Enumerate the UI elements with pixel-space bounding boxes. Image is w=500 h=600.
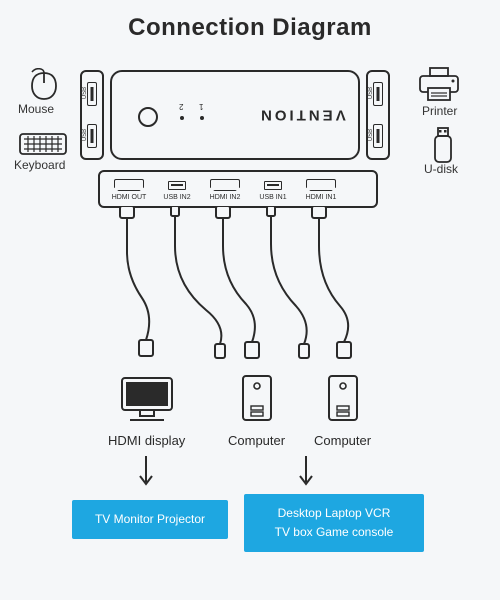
- usb-port-right-2-label: USB: [368, 129, 374, 141]
- device-top-view: 2 1 VENTION: [110, 70, 360, 160]
- port-usb-in2: [168, 181, 186, 190]
- port-hdmi-in1: [306, 179, 336, 191]
- port-usb-in1-label: USB IN1: [259, 194, 286, 201]
- printer-icon: [416, 66, 462, 109]
- diagram-stage: Mouse Keyboard Printer U-disk: [0, 0, 500, 600]
- usb-panel-right: USB USB: [366, 70, 390, 160]
- computer-options-box: Desktop Laptop VCR TV box Game console: [244, 494, 424, 552]
- select-button: [138, 107, 158, 127]
- brand-label: VENTION: [258, 107, 346, 124]
- display-options-text: TV Monitor Projector: [95, 512, 205, 526]
- port-hdmi-in1-label: HDMI IN1: [306, 194, 337, 201]
- arrow-display-icon: [136, 454, 156, 490]
- port-usb-in1: [264, 181, 282, 190]
- computer-options-line2: TV box Game console: [275, 525, 394, 539]
- computer-2-device: Computer: [314, 372, 371, 448]
- usb-port-left-1-label: USB: [82, 87, 88, 99]
- usb-port-left-1: [87, 82, 97, 106]
- usb-port-right-2: [373, 124, 383, 148]
- usb-port-right-1: [373, 82, 383, 106]
- hdmi-display-device: HDMI display: [108, 372, 185, 448]
- led-1-num: 1: [199, 102, 203, 111]
- usb-port-left-2: [87, 124, 97, 148]
- udisk-label: U-disk: [424, 162, 458, 176]
- led-1-dot: [200, 116, 204, 120]
- usb-panel-left: USB USB: [80, 70, 104, 160]
- port-hdmi-out: [114, 179, 144, 191]
- led-2-dot: [180, 116, 184, 120]
- port-usb-in2-label: USB IN2: [163, 194, 190, 201]
- keyboard-label: Keyboard: [14, 158, 65, 172]
- port-hdmi-in2: [210, 179, 240, 191]
- port-hdmi-in2-label: HDMI IN2: [210, 194, 241, 201]
- computer-1-label: Computer: [228, 433, 285, 448]
- hdmi-display-label: HDMI display: [108, 433, 185, 448]
- printer-label: Printer: [422, 104, 457, 118]
- computer-options-line1: Desktop Laptop VCR: [278, 506, 391, 520]
- led-2-num: 2: [179, 102, 183, 111]
- usb-port-left-2-label: USB: [82, 129, 88, 141]
- computer-1-device: Computer: [228, 372, 285, 448]
- arrow-computer-icon: [296, 454, 316, 490]
- usb-port-right-1-label: USB: [368, 87, 374, 99]
- port-hdmi-out-label: HDMI OUT: [112, 194, 147, 201]
- mouse-label: Mouse: [18, 102, 54, 116]
- display-options-box: TV Monitor Projector: [72, 500, 228, 539]
- computer-2-label: Computer: [314, 433, 371, 448]
- device-rear-view: HDMI OUT USB IN2 HDMI IN2 USB IN1 HDMI I…: [98, 170, 378, 208]
- cables-svg: [98, 206, 398, 366]
